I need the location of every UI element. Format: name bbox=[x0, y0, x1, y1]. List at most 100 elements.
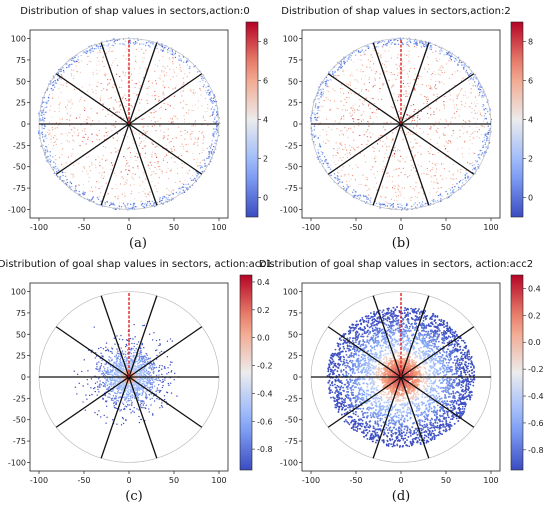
scatter-point bbox=[166, 49, 169, 51]
scatter-point bbox=[383, 83, 385, 85]
scatter-point bbox=[183, 100, 185, 102]
scatter-point bbox=[163, 102, 165, 105]
scatter-point bbox=[407, 82, 409, 84]
scatter-point bbox=[342, 148, 344, 150]
scatter-point bbox=[394, 100, 396, 102]
scatter-point bbox=[95, 134, 98, 136]
scatter-point bbox=[182, 77, 184, 79]
scatter-point bbox=[445, 156, 447, 158]
scatter-point bbox=[153, 111, 155, 114]
scatter-point bbox=[363, 134, 365, 136]
scatter-point bbox=[353, 126, 355, 128]
scatter-point bbox=[445, 63, 448, 65]
scatter-point bbox=[182, 192, 184, 195]
scatter-point bbox=[404, 161, 406, 163]
scatter-point bbox=[55, 171, 58, 173]
scatter-point bbox=[125, 169, 127, 171]
scatter-point bbox=[481, 96, 483, 98]
scatter-point bbox=[69, 131, 71, 134]
scatter-point bbox=[71, 185, 73, 188]
scatter-point bbox=[390, 204, 393, 206]
scatter-point bbox=[453, 132, 455, 134]
scatter-point bbox=[113, 60, 115, 62]
scatter-point bbox=[54, 82, 57, 84]
scatter-point bbox=[426, 56, 429, 58]
scatter-point bbox=[71, 173, 73, 175]
scatter-point bbox=[169, 68, 171, 70]
scatter-point bbox=[437, 187, 439, 189]
scatter-point bbox=[472, 85, 474, 87]
scatter-point bbox=[431, 168, 433, 171]
scatter-point bbox=[60, 74, 63, 76]
scatter-point bbox=[62, 84, 64, 86]
scatter-point bbox=[473, 117, 475, 119]
scatter-point bbox=[379, 55, 381, 58]
scatter-point bbox=[146, 93, 148, 95]
scatter-point bbox=[453, 60, 456, 62]
scatter-point bbox=[420, 110, 422, 112]
scatter-point bbox=[403, 107, 405, 109]
scatter-point bbox=[353, 61, 355, 63]
scatter-point bbox=[82, 401, 84, 403]
scatter-point bbox=[427, 96, 429, 98]
scatter-point bbox=[475, 99, 477, 102]
scatter-point bbox=[181, 143, 183, 145]
scatter-point bbox=[180, 154, 183, 157]
scatter-point bbox=[317, 149, 319, 151]
scatter-point bbox=[140, 204, 143, 206]
scatter-point bbox=[385, 45, 388, 47]
scatter-point bbox=[202, 79, 204, 82]
scatter-point bbox=[96, 135, 98, 137]
scatter-point bbox=[457, 148, 459, 150]
scatter-point bbox=[211, 140, 214, 142]
scatter-point bbox=[318, 94, 320, 96]
scatter-point bbox=[346, 96, 348, 98]
scatter-point bbox=[99, 161, 101, 163]
scatter-point bbox=[138, 81, 140, 83]
scatter-point bbox=[184, 73, 186, 75]
scatter-point bbox=[122, 178, 125, 180]
scatter-point bbox=[161, 402, 163, 404]
scatter-point bbox=[126, 362, 128, 364]
scatter-point bbox=[202, 142, 204, 144]
scatter-point bbox=[179, 102, 182, 104]
scatter-point bbox=[463, 132, 465, 135]
scatter-point bbox=[197, 138, 199, 140]
scatter-point bbox=[92, 71, 94, 73]
scatter-point bbox=[413, 156, 415, 158]
scatter-point bbox=[71, 63, 73, 66]
scatter-point bbox=[172, 189, 174, 191]
scatter-point bbox=[382, 203, 384, 205]
scatter-point bbox=[175, 66, 178, 69]
scatter-point bbox=[108, 383, 110, 385]
scatter-point bbox=[52, 81, 55, 83]
scatter-point bbox=[170, 157, 173, 159]
scatter-point bbox=[445, 177, 447, 179]
scatter-point bbox=[346, 83, 348, 85]
panel-label: (b) bbox=[392, 236, 410, 251]
scatter-point bbox=[485, 118, 488, 120]
scatter-point bbox=[102, 145, 105, 148]
scatter-point bbox=[448, 140, 450, 142]
scatter-point bbox=[450, 177, 452, 180]
scatter-point bbox=[426, 102, 428, 105]
scatter-point bbox=[440, 192, 442, 194]
scatter-point bbox=[64, 175, 67, 178]
scatter-point bbox=[173, 95, 176, 97]
scatter-point bbox=[375, 161, 377, 163]
scatter-point bbox=[333, 173, 336, 175]
scatter-point bbox=[403, 104, 405, 107]
scatter-point bbox=[397, 194, 400, 197]
scatter-point bbox=[413, 111, 415, 113]
scatter-point bbox=[45, 134, 47, 137]
scatter-point bbox=[377, 99, 380, 101]
scatter-point bbox=[167, 47, 170, 50]
scatter-point bbox=[419, 205, 422, 207]
scatter-point bbox=[333, 125, 335, 127]
scatter-point bbox=[80, 60, 83, 62]
scatter-point bbox=[177, 193, 179, 195]
scatter-point bbox=[101, 185, 103, 187]
scatter-point bbox=[349, 154, 351, 156]
scatter-point bbox=[434, 84, 437, 86]
scatter-point bbox=[186, 76, 188, 78]
